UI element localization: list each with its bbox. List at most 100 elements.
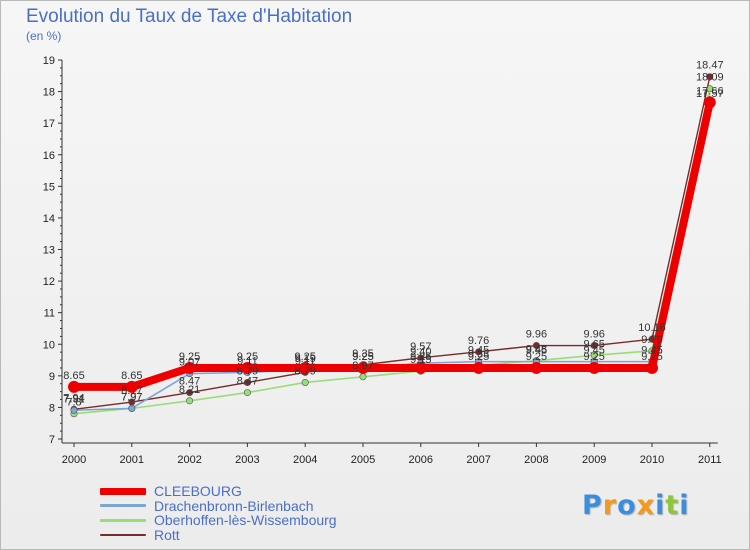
data-point: [472, 361, 485, 374]
logo-letter: x: [636, 490, 656, 521]
proxiti-logo: Proxiti: [582, 490, 690, 521]
line-chart: 7 8 9 10 11 12 13 14 15 16 17 18 19 2000 2001 2002 2003 2…: [43, 55, 724, 466]
legend-swatch: [100, 487, 146, 495]
y-tick-label: 17: [43, 118, 55, 130]
y-tick-label: 7: [49, 434, 55, 446]
chart-subtitle: (en %): [26, 29, 62, 43]
series-line: [73, 76, 711, 411]
y-tick-label: 18: [43, 87, 55, 99]
data-label: 17.57: [696, 88, 724, 100]
y-tick-label: 10: [43, 339, 55, 351]
data-label: 9.25: [468, 351, 489, 363]
data-label: 9.79: [641, 334, 662, 346]
x-tick-label: 2000: [62, 454, 86, 466]
data-label: 18.09: [696, 72, 724, 84]
y-tick-label: 13: [43, 245, 55, 257]
x-tick-label: 2007: [466, 454, 490, 466]
data-label: 9.25: [179, 351, 200, 363]
data-label: 8.65: [63, 370, 84, 382]
data-label: 8.17: [121, 385, 142, 397]
y-tick-label: 16: [43, 150, 55, 162]
legend-item: Rott: [100, 528, 337, 543]
data-label: 10.16: [638, 322, 666, 334]
data-label: 8.79: [294, 365, 315, 377]
data-label: 9.35: [352, 348, 373, 360]
legend-label: CLEEBOURG: [154, 483, 242, 500]
data-label: 9.45: [526, 345, 547, 357]
data-label: 9.25: [526, 351, 547, 363]
logo-letter: i: [655, 490, 666, 521]
legend-item: Oberhoffen-lès-Wissembourg: [100, 513, 337, 528]
data-label: 9.40: [410, 346, 431, 358]
data-point: [186, 397, 194, 405]
data-label: 7.91: [63, 393, 84, 405]
data-point: [532, 342, 540, 350]
data-label: 7.8: [66, 397, 81, 409]
data-label: 9.57: [410, 341, 431, 353]
data-label: 9.25: [410, 351, 431, 363]
legend-label: Rott: [154, 526, 180, 543]
data-label: 8.97: [352, 360, 373, 372]
data-point: [703, 96, 716, 109]
data-label: 9.25: [237, 351, 258, 363]
data-label: 9.45: [641, 345, 662, 357]
data-label: 9.25: [352, 351, 373, 363]
x-tick-label: 2009: [582, 454, 606, 466]
data-point: [359, 373, 367, 381]
logo-letter: i: [679, 490, 690, 521]
legend-item: Drachenbronn-Birlenbach: [100, 499, 337, 514]
series-cleebourg: [68, 96, 716, 393]
data-point: [70, 406, 78, 414]
data-label: 9.11: [295, 355, 316, 367]
series-line: [73, 88, 711, 415]
data-label: 9.76: [468, 335, 489, 347]
logo-letter: r: [602, 490, 618, 521]
data-label: 9.25: [583, 351, 604, 363]
data-label: 9.19: [294, 353, 315, 365]
data-point: [183, 361, 196, 374]
x-tick-label: 2008: [524, 454, 548, 466]
x-tick-label: 2005: [351, 454, 375, 466]
data-label: 8.79: [237, 365, 258, 377]
data-label: 9.11: [237, 355, 258, 367]
logo-letter: t: [665, 490, 680, 521]
data-label: 8.47: [179, 376, 200, 388]
x-tick-label: 2003: [235, 454, 259, 466]
data-label: 9.48: [526, 344, 547, 356]
x-tick-label: 2004: [293, 454, 317, 466]
data-label: 9.96: [583, 329, 604, 341]
data-label: 8.21: [179, 384, 200, 396]
data-point: [357, 361, 369, 374]
data-point: [530, 361, 543, 374]
data-point: [590, 342, 598, 350]
data-label: 9.25: [294, 351, 315, 363]
data-label: 18.47: [696, 60, 724, 72]
data-point: [706, 85, 714, 93]
data-label: 9.65: [583, 338, 604, 350]
data-label: 9.07: [179, 357, 200, 369]
data-label: 7.97: [121, 391, 142, 403]
x-tick-label: 2001: [120, 454, 144, 466]
data-point: [241, 361, 254, 374]
data-label: 7.97: [121, 391, 142, 403]
data-label: 9.15: [410, 354, 431, 366]
legend-label: Drachenbronn-Birlenbach: [154, 497, 314, 514]
data-label: 8.47: [237, 376, 258, 388]
data-label: 9.96: [526, 329, 547, 341]
data-point: [186, 389, 194, 397]
data-point: [68, 380, 80, 393]
data-label: 7.94: [63, 392, 84, 404]
y-tick-label: 9: [49, 371, 55, 383]
data-point: [706, 73, 714, 81]
y-tick-label: 11: [44, 308, 55, 320]
legend: CLEEBOURG Drachenbronn-Birlenbach Oberhoff…: [100, 484, 337, 542]
data-point: [301, 378, 309, 386]
chart-axes: 7 8 9 10 11 12 13 14 15 16 17 18 19 2000 2001 2002 2003 2…: [43, 55, 722, 466]
data-point: [414, 361, 427, 374]
data-labels: 8.65 8.65 9.25 9.25 9.25 9.25 9.25 9.25 9.25 9.25…: [63, 60, 723, 409]
y-tick-label: 12: [43, 276, 55, 288]
data-point: [243, 378, 251, 386]
data-point: [475, 348, 483, 356]
data-point: [125, 380, 138, 393]
